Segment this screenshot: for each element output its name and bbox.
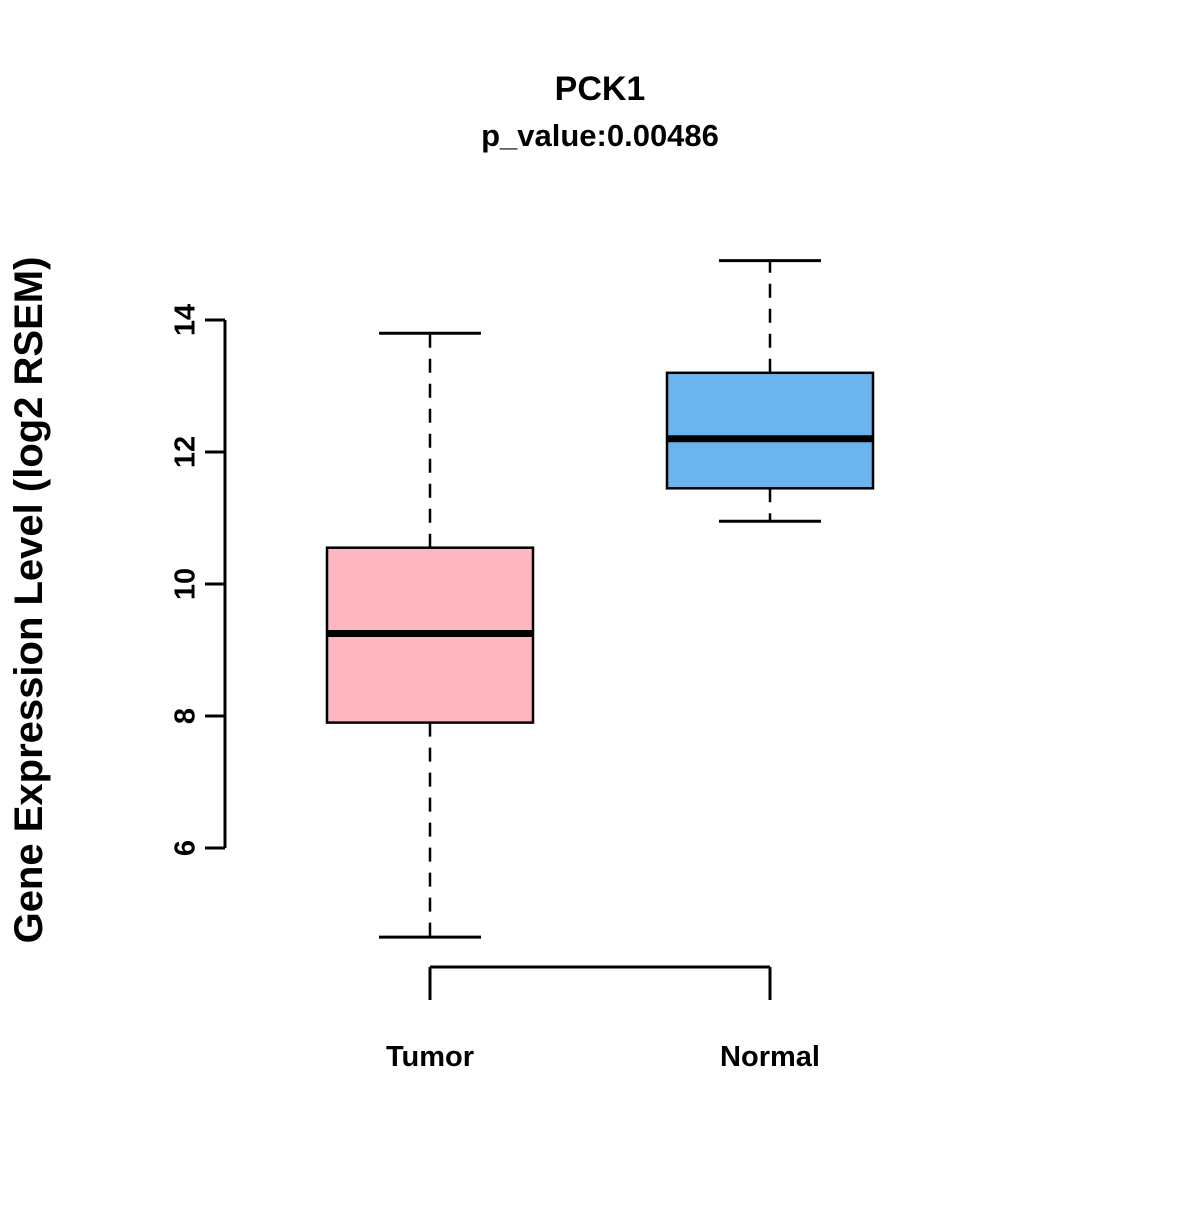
plot-area (325, 259, 875, 939)
box-tumor (325, 331, 535, 939)
chart-subtitle: p_value:0.00486 (481, 118, 719, 153)
y-tick-label: 8 (170, 708, 202, 724)
y-tick-label: 14 (170, 304, 202, 336)
y-axis: 6 8 10 12 14 (170, 304, 227, 856)
box-normal (665, 259, 875, 523)
group-label-tumor: Tumor (386, 1041, 474, 1073)
x-axis (428, 965, 772, 1000)
group-label-normal: Normal (720, 1041, 820, 1073)
y-tick-label: 12 (170, 436, 202, 468)
y-axis-label: Gene Expression Level (log2 RSEM) (7, 257, 51, 944)
y-tick-label: 6 (170, 840, 202, 856)
y-tick-label: 10 (170, 568, 202, 600)
chart-title: PCK1 (555, 70, 646, 108)
